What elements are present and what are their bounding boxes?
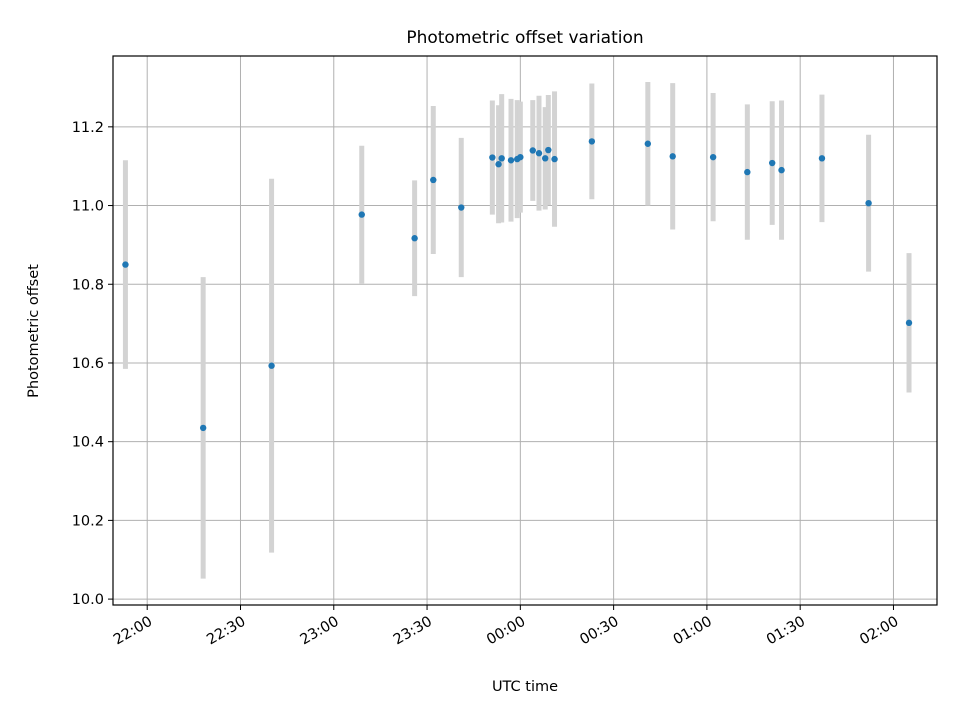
data-point bbox=[669, 153, 676, 160]
data-point bbox=[588, 138, 596, 145]
plot-frame bbox=[112, 55, 938, 606]
data-point bbox=[778, 166, 785, 174]
data-point bbox=[199, 424, 207, 432]
y-axis-ticks: 10.0 10.2 10.4 10.6 10.8 11.0 11.2 bbox=[72, 120, 113, 608]
grid-lines bbox=[113, 56, 937, 605]
data-point bbox=[122, 261, 129, 268]
data-point bbox=[489, 154, 496, 161]
data-point bbox=[744, 168, 751, 176]
data-point bbox=[542, 155, 549, 162]
y-tick-label: 10.2 bbox=[72, 513, 104, 529]
data-point bbox=[865, 199, 872, 207]
data-point bbox=[358, 211, 365, 218]
data-point bbox=[507, 157, 515, 164]
y-axis-label: Photometric offset bbox=[26, 264, 42, 398]
data-point bbox=[644, 140, 652, 147]
y-tick-label: 11.0 bbox=[72, 199, 104, 215]
data-point bbox=[545, 146, 552, 154]
x-axis-label: UTC time bbox=[492, 679, 558, 695]
data-point bbox=[709, 153, 717, 161]
chart-title: Photometric offset variation bbox=[406, 28, 643, 48]
data-point bbox=[818, 155, 826, 162]
data-point bbox=[905, 319, 913, 327]
data-point bbox=[551, 155, 558, 163]
data-point bbox=[411, 235, 418, 242]
data-point bbox=[430, 176, 437, 184]
data-point bbox=[458, 204, 465, 211]
data-point bbox=[495, 161, 502, 168]
data-point bbox=[769, 159, 776, 167]
y-tick-label: 10.4 bbox=[72, 435, 104, 451]
y-tick-label: 11.2 bbox=[72, 120, 104, 136]
data-point bbox=[529, 147, 536, 154]
y-tick-label: 10.0 bbox=[72, 592, 104, 608]
data-points bbox=[122, 138, 913, 432]
y-tick-label: 10.8 bbox=[72, 277, 104, 293]
data-point bbox=[498, 155, 505, 162]
data-point bbox=[517, 153, 524, 161]
data-point bbox=[268, 362, 275, 369]
y-tick-label: 10.6 bbox=[72, 356, 104, 372]
data-point bbox=[535, 150, 543, 157]
